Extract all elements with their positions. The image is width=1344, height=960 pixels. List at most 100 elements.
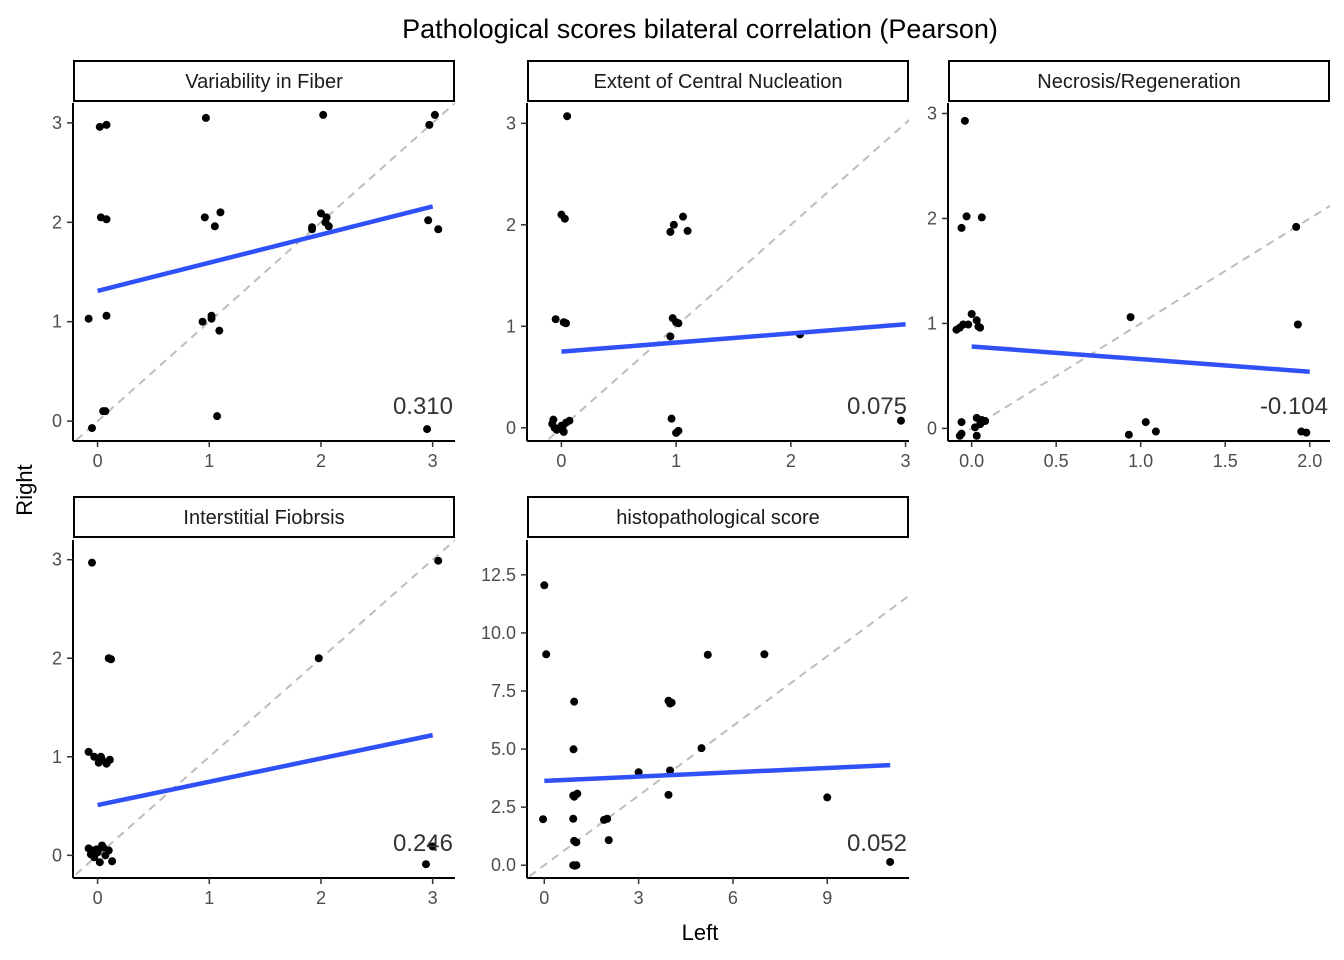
correlation-label: 0.075 xyxy=(847,393,907,420)
plot-area xyxy=(73,103,455,441)
data-point xyxy=(976,420,985,429)
strip-header xyxy=(527,60,909,102)
facet-panel: histopathological score 0 3 6 9 0.0 2.5 5.0 7.5 1… xyxy=(481,496,909,908)
plot-area xyxy=(544,112,909,441)
identity-line xyxy=(949,204,1330,441)
x-tick-label: 3 xyxy=(428,451,438,471)
data-point xyxy=(604,836,613,845)
data-point xyxy=(1151,427,1160,436)
data-point xyxy=(669,220,678,229)
data-point xyxy=(540,581,549,590)
fit-line xyxy=(971,344,1310,374)
data-point xyxy=(210,222,219,231)
data-point xyxy=(198,317,207,326)
correlation-label: 0.246 xyxy=(393,830,453,857)
data-point xyxy=(106,655,115,664)
x-tick-label: 0.5 xyxy=(1044,451,1069,471)
strip-title: Interstitial Fiobrsis xyxy=(183,507,344,529)
y-tick-label: 2 xyxy=(506,215,516,235)
data-point xyxy=(316,209,325,218)
strip-title: Extent of Central Nucleation xyxy=(593,71,842,93)
facet-panel: Interstitial Fiobrsis 0 1 2 3 0 1 2 3 0.246 xyxy=(52,496,455,908)
x-tick-label: 3 xyxy=(634,888,644,908)
plot-area xyxy=(949,116,1330,441)
data-point xyxy=(90,752,99,761)
data-point xyxy=(425,120,434,129)
fit-line xyxy=(97,204,434,294)
plot-area xyxy=(527,581,909,878)
strip-title: histopathological score xyxy=(616,507,819,529)
facet-panel: Extent of Central Nucleation 0 1 2 3 0 1 2 3 0.07… xyxy=(506,60,911,471)
strip-title: Variability in Fiber xyxy=(185,71,343,93)
x-tick-label: 2 xyxy=(316,888,326,908)
data-point xyxy=(667,698,676,707)
data-point xyxy=(215,326,224,335)
data-point xyxy=(967,309,976,318)
data-point xyxy=(674,426,683,435)
data-point xyxy=(421,860,430,869)
data-point xyxy=(95,122,104,131)
correlation-label: 0.052 xyxy=(847,830,907,857)
y-tick-label: 0 xyxy=(52,411,62,431)
y-tick-label: 1 xyxy=(506,316,516,336)
x-tick-label: 1.5 xyxy=(1213,451,1238,471)
fit-line xyxy=(97,732,434,808)
data-point xyxy=(1292,222,1301,231)
data-point xyxy=(896,416,905,425)
data-point xyxy=(674,319,683,328)
data-point xyxy=(823,793,832,802)
data-point xyxy=(1302,428,1311,437)
data-point xyxy=(955,431,964,440)
y-tick-label: 12.5 xyxy=(481,565,516,585)
y-tick-label: 0.0 xyxy=(491,855,516,875)
data-point xyxy=(703,650,712,659)
y-axis-title: Right xyxy=(12,464,37,515)
y-tick-label: 5.0 xyxy=(491,739,516,759)
x-tick-label: 0 xyxy=(93,888,103,908)
x-tick-label: 3 xyxy=(901,451,911,471)
data-point xyxy=(308,225,317,234)
x-axis-title: Left xyxy=(682,920,719,945)
y-tick-label: 2 xyxy=(52,212,62,232)
x-tick-label: 0 xyxy=(539,888,549,908)
data-point xyxy=(1293,320,1302,329)
identity-line xyxy=(527,594,909,878)
data-point xyxy=(434,225,443,234)
data-point xyxy=(562,319,571,328)
data-point xyxy=(102,311,111,320)
y-tick-label: 7.5 xyxy=(491,681,516,701)
data-point xyxy=(324,222,333,231)
data-point xyxy=(760,650,769,659)
x-tick-label: 0 xyxy=(556,451,566,471)
data-point xyxy=(84,314,93,323)
y-tick-label: 0 xyxy=(506,418,516,438)
x-tick-label: 1 xyxy=(204,888,214,908)
data-point xyxy=(430,110,439,119)
chart-title: Pathological scores bilateral correlatio… xyxy=(402,14,998,44)
x-tick-label: 2 xyxy=(786,451,796,471)
x-tick-label: 0 xyxy=(93,451,103,471)
y-tick-label: 0 xyxy=(52,845,62,865)
data-point xyxy=(87,424,96,433)
data-point xyxy=(102,120,111,129)
data-point xyxy=(551,315,560,324)
fit-line xyxy=(561,322,906,354)
data-point xyxy=(314,654,323,663)
y-tick-label: 2.5 xyxy=(491,797,516,817)
y-tick-label: 0 xyxy=(927,418,937,438)
y-tick-label: 1 xyxy=(927,313,937,333)
data-point xyxy=(87,558,96,567)
data-point xyxy=(664,790,673,799)
y-tick-label: 3 xyxy=(52,550,62,570)
data-point xyxy=(1126,313,1135,322)
x-tick-label: 6 xyxy=(728,888,738,908)
data-point xyxy=(213,412,222,421)
data-point xyxy=(216,208,225,217)
data-point xyxy=(542,650,551,659)
data-point xyxy=(319,110,328,119)
data-point xyxy=(570,697,579,706)
data-point xyxy=(95,858,104,867)
y-tick-label: 3 xyxy=(506,113,516,133)
